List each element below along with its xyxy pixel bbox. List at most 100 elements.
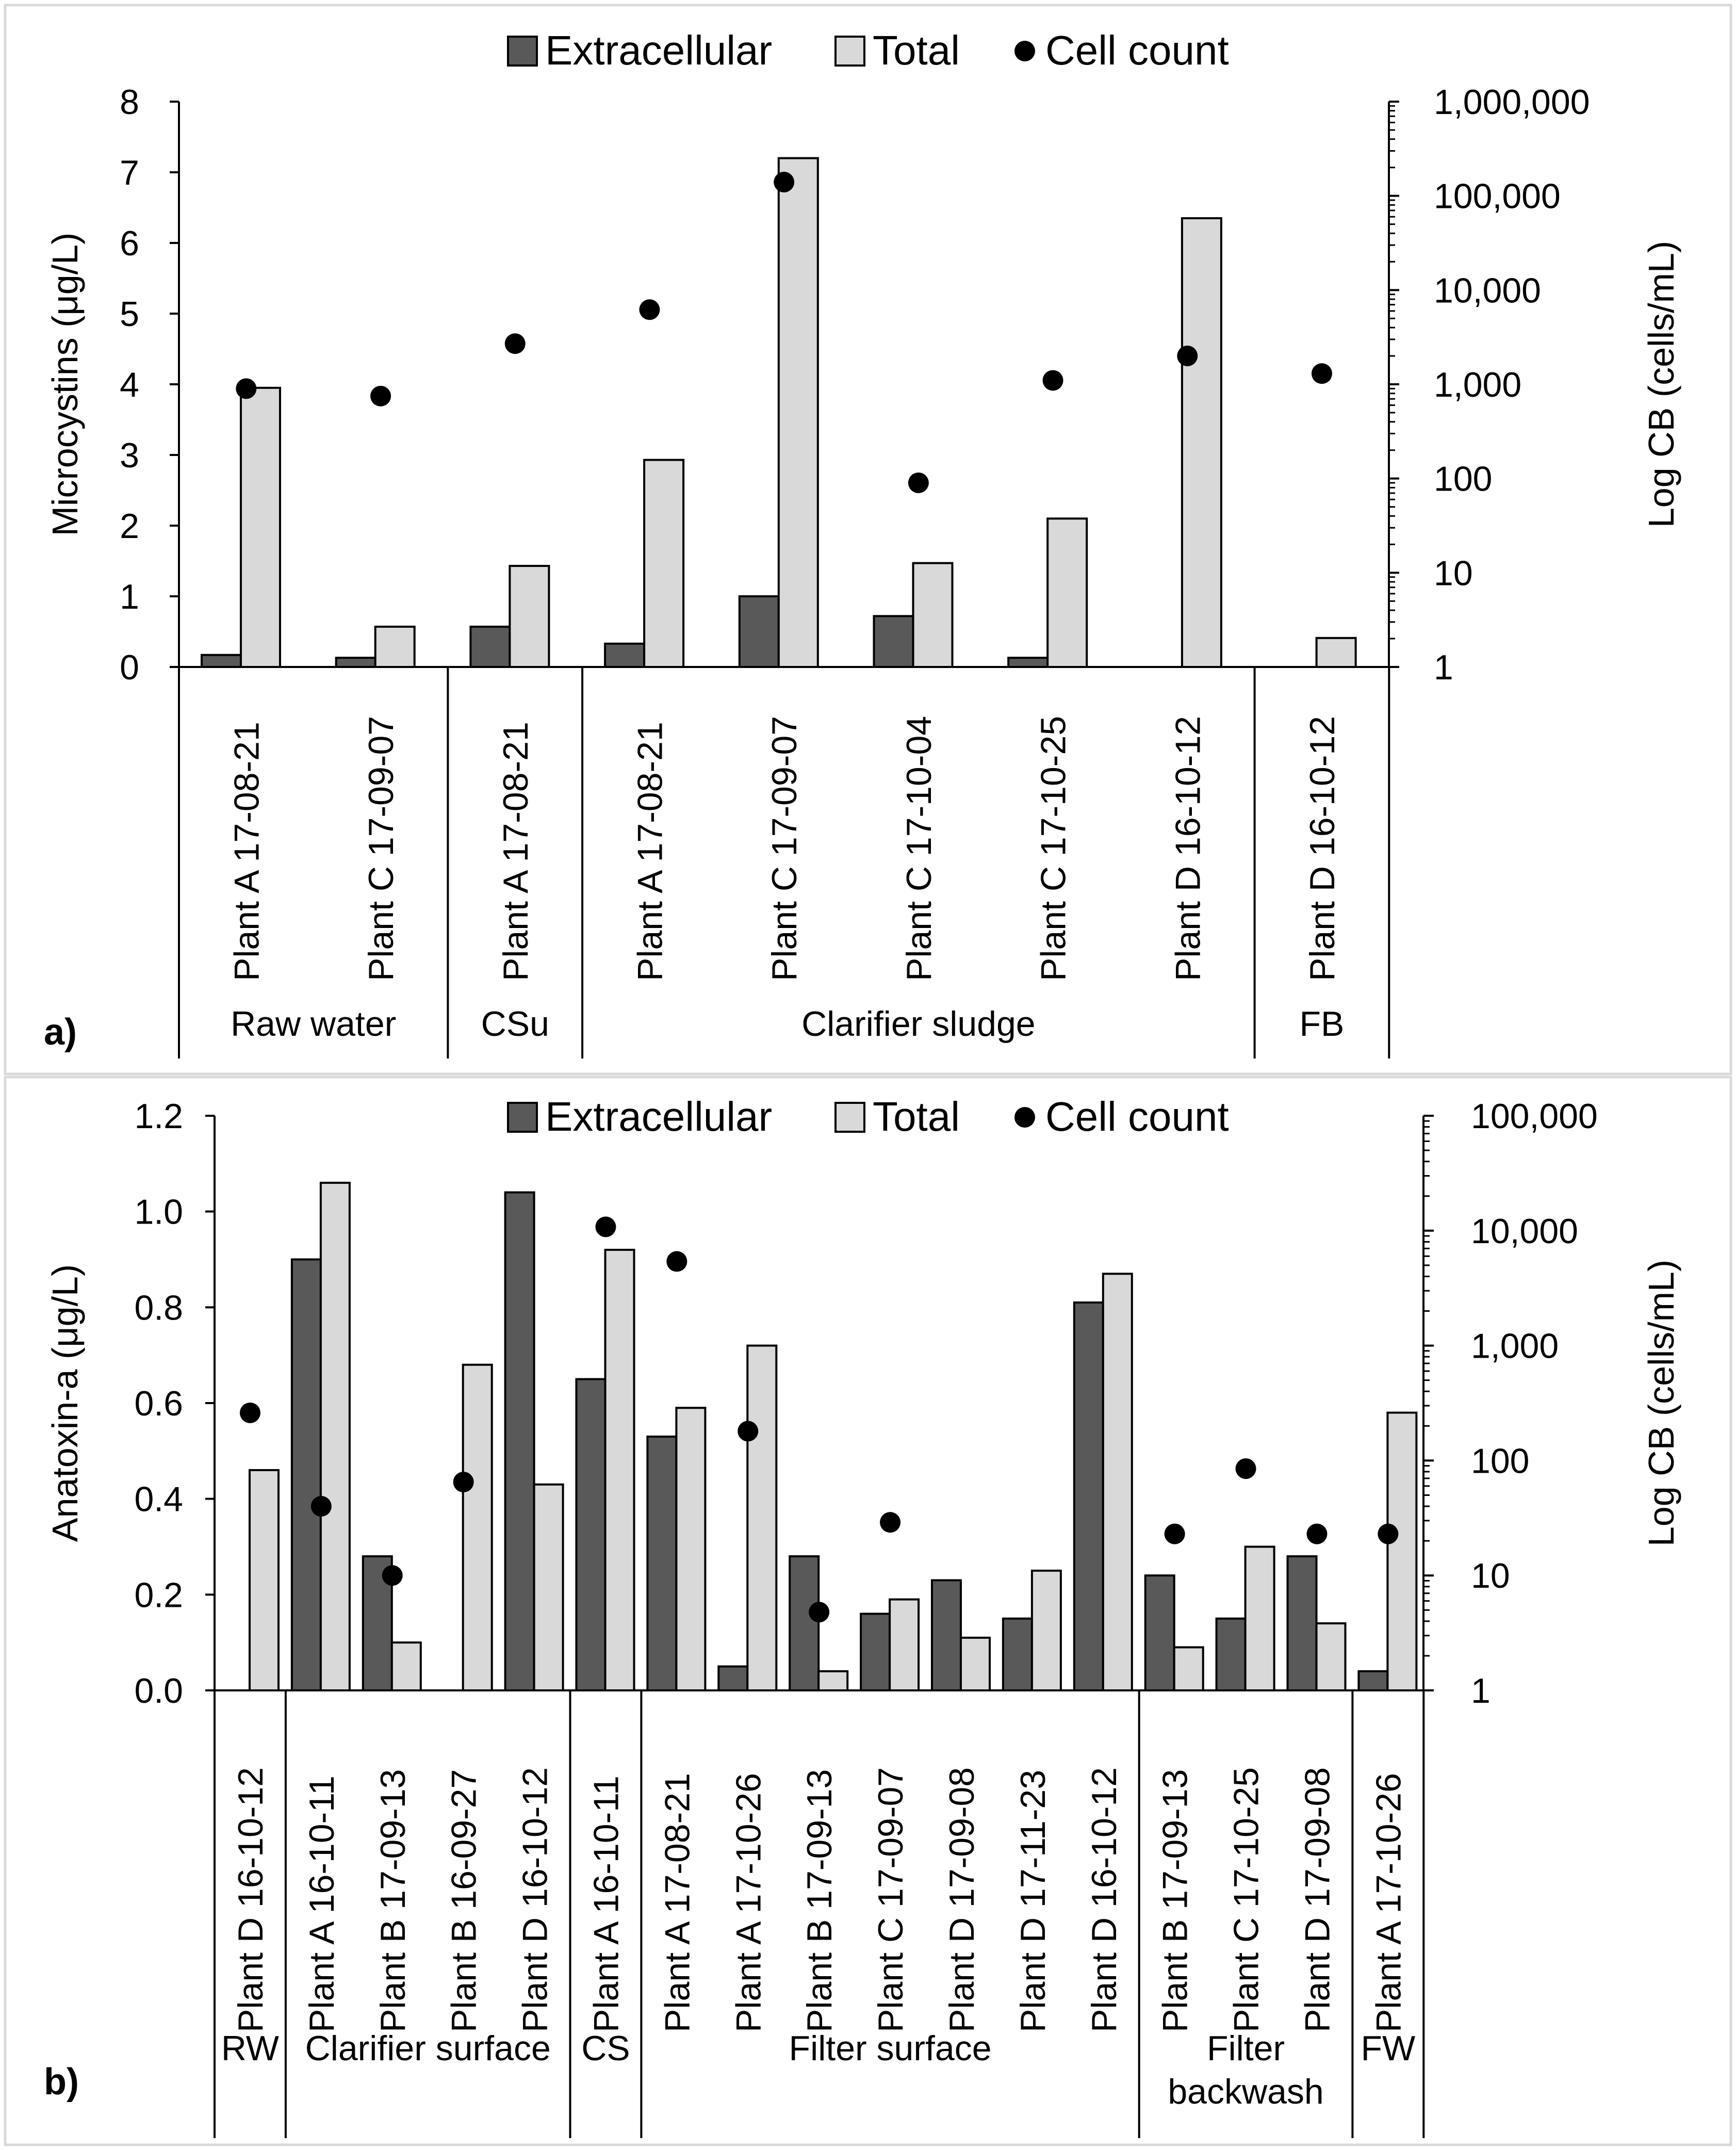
- x-tick-label: Plant D 16-10-12: [1303, 716, 1342, 981]
- bar-extracellular: [1007, 657, 1049, 668]
- bar-total: [960, 1636, 991, 1691]
- x-tick-label: Plant C 17-10-25: [1034, 716, 1073, 981]
- point-cell-count: [1378, 1523, 1399, 1544]
- bar-extracellular: [1073, 1301, 1104, 1692]
- bar-total: [1244, 1545, 1275, 1691]
- bar-total: [1173, 1646, 1204, 1691]
- bar-total: [1386, 1411, 1418, 1691]
- bar-extracellular: [931, 1579, 962, 1692]
- y-axis-title: Microcystins (μg/L): [45, 233, 85, 536]
- bar-extracellular: [1144, 1574, 1175, 1691]
- y-tick-label: 0.0: [134, 1671, 183, 1711]
- y2-tick-label: 10,000: [1471, 1212, 1578, 1251]
- point-cell-count: [738, 1421, 759, 1442]
- x-tick-label: Plant C 17-09-07: [871, 1767, 910, 2032]
- group-label: RW: [221, 2029, 279, 2068]
- bar-total: [1315, 637, 1357, 668]
- y-tick-label: 0.4: [134, 1480, 183, 1519]
- x-tick-label: Plant A 17-10-26: [1369, 1773, 1408, 2032]
- bar-total: [1046, 517, 1088, 668]
- bar-total: [1102, 1273, 1133, 1692]
- y-tick-label: 4: [120, 365, 139, 404]
- group-label: FB: [1299, 1004, 1344, 1044]
- point-cell-count: [774, 171, 795, 192]
- point-cell-count: [382, 1565, 403, 1586]
- point-cell-count: [1164, 1523, 1185, 1544]
- group-label: CS: [581, 2029, 630, 2068]
- group-label: Filter backwash: [1168, 2029, 1323, 2111]
- point-cell-count: [504, 333, 526, 354]
- y2-axis-title: Log CB (cells/mL): [1641, 1260, 1681, 1546]
- legend-swatch-extracellular: [507, 1102, 538, 1133]
- bar-total: [777, 157, 819, 669]
- bar-total: [912, 562, 954, 668]
- x-tick-label: Plant C 17-10-04: [899, 716, 939, 981]
- y-tick-label: 0: [120, 648, 139, 687]
- y2-tick-label: 100,000: [1471, 1097, 1598, 1136]
- y-tick-label: 0.2: [134, 1575, 183, 1615]
- bar-extracellular: [1357, 1670, 1389, 1692]
- legend-label-extracellular: Extracellular: [545, 27, 772, 73]
- y2-tick-label: 1,000: [1434, 365, 1521, 404]
- y-tick-label: 0.6: [134, 1384, 183, 1423]
- bar-extracellular: [646, 1435, 678, 1692]
- x-tick-label: Plant A 16-10-11: [586, 1776, 626, 2032]
- y-tick-label: 1: [120, 577, 139, 616]
- group-label: Clarifier surface: [305, 2029, 551, 2068]
- x-tick-label: Plant A 17-08-21: [227, 722, 266, 981]
- bar-total: [889, 1598, 920, 1692]
- x-tick-label: Plant D 17-11-23: [1013, 1770, 1053, 2032]
- y-tick-label: 0.8: [134, 1288, 183, 1327]
- x-tick-label: Plant D 16-10-12: [1168, 716, 1207, 981]
- bar-extracellular: [469, 625, 511, 669]
- bar-total: [1315, 1622, 1347, 1692]
- panel-label: a): [44, 1012, 77, 1053]
- bar-extracellular: [873, 615, 914, 668]
- y2-tick-label: 100: [1471, 1441, 1529, 1480]
- y-tick-label: 3: [120, 436, 139, 475]
- legend-swatch-extracellular: [507, 36, 538, 67]
- y-tick-label: 1.0: [134, 1193, 183, 1232]
- y2-tick-label: 100: [1434, 460, 1492, 499]
- bar-extracellular: [860, 1613, 891, 1691]
- x-tick-label: Plant A 16-10-11: [302, 1776, 341, 2032]
- y2-tick-label: 10,000: [1434, 271, 1541, 310]
- legend-label-total: Total: [873, 1094, 960, 1139]
- y2-tick-label: 1,000: [1471, 1327, 1559, 1366]
- bar-total: [240, 386, 281, 668]
- point-cell-count: [1235, 1458, 1256, 1479]
- x-tick-label: Plant B 17-09-13: [373, 1769, 413, 2032]
- x-tick-label: Plant A 17-08-21: [630, 722, 669, 981]
- bar-total: [604, 1248, 635, 1691]
- point-cell-count: [666, 1251, 687, 1272]
- point-cell-count: [239, 1402, 260, 1423]
- legend-label-total: Total: [873, 27, 960, 73]
- panel-label: b): [44, 2061, 79, 2103]
- y-tick-label: 7: [120, 153, 139, 192]
- bar-extracellular: [717, 1665, 749, 1691]
- point-cell-count: [453, 1472, 474, 1493]
- legend-label-extracellular: Extracellular: [545, 1094, 772, 1139]
- legend-marker-cell-count: [1014, 1107, 1035, 1128]
- group-label: FW: [1361, 2029, 1415, 2068]
- bar-total: [509, 565, 550, 668]
- y2-tick-label: 10: [1471, 1556, 1510, 1595]
- x-tick-label: Plant C 17-10-25: [1227, 1767, 1266, 2032]
- point-cell-count: [908, 473, 929, 494]
- group-label: Filter surface: [789, 2029, 992, 2068]
- bar-total: [374, 625, 416, 669]
- bar-extracellular: [504, 1191, 535, 1692]
- x-tick-label: Plant D 16-10-12: [231, 1767, 270, 2032]
- bar-total: [746, 1344, 778, 1692]
- bar-extracellular: [1286, 1555, 1318, 1691]
- y-tick-label: 1.2: [134, 1097, 183, 1136]
- bar-total: [675, 1407, 707, 1692]
- y2-tick-label: 1,000,000: [1434, 83, 1590, 122]
- point-cell-count: [1311, 363, 1332, 384]
- bar-total: [462, 1363, 493, 1692]
- bar-extracellular: [604, 642, 646, 669]
- point-cell-count: [639, 299, 660, 320]
- x-tick-label: Plant A 17-08-21: [658, 1773, 697, 2032]
- group-label: Clarifier sludge: [801, 1004, 1036, 1044]
